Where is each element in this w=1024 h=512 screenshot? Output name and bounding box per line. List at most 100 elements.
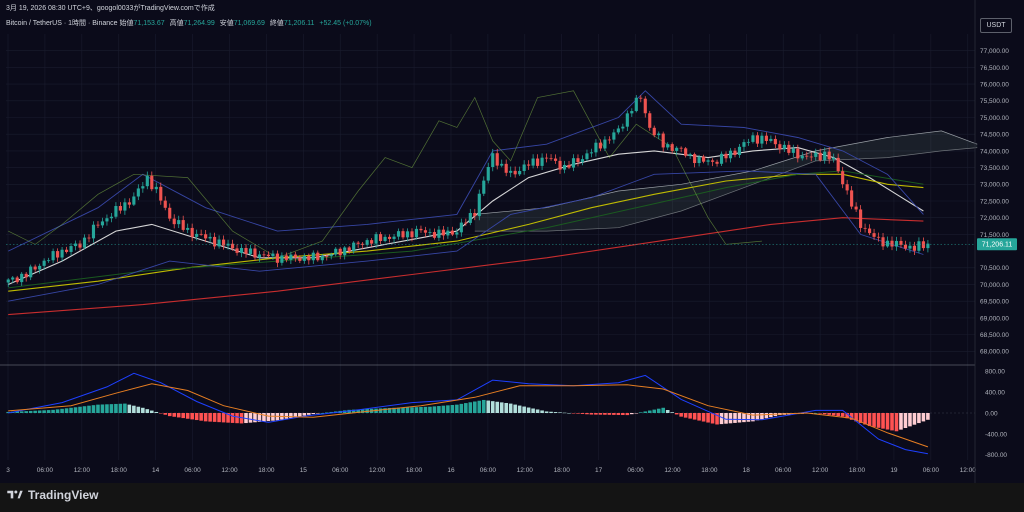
candle-body (370, 240, 374, 244)
candle-body (796, 148, 800, 159)
candle-body (818, 152, 822, 161)
macd-histogram-bar (598, 413, 603, 415)
macd-histogram-bar (647, 410, 652, 413)
currency-button[interactable]: USDT (980, 18, 1012, 33)
candle-body (195, 233, 199, 237)
macd-histogram-bar (831, 413, 836, 416)
macd-histogram-bar (194, 413, 199, 421)
candle-body (320, 256, 324, 261)
macd-histogram-bar (82, 406, 87, 413)
close-label: 終値 (269, 20, 284, 27)
macd-histogram-bar (253, 413, 257, 423)
macd-tick-label: -400.00 (985, 431, 1007, 438)
x-tick-label: 12:00 (369, 467, 386, 474)
candle-body (500, 163, 504, 166)
macd-histogram-bar (96, 404, 100, 413)
macd-histogram-bar (504, 402, 508, 413)
x-tick-label: 12:00 (74, 467, 91, 474)
candle-body (903, 244, 908, 249)
macd-histogram-bar (589, 413, 594, 415)
brand-name: TradingView (28, 488, 99, 502)
x-tick-label: 12:00 (812, 467, 829, 474)
x-tick-label: 12:00 (221, 467, 238, 474)
candle-body (504, 163, 508, 173)
candle-body (917, 241, 921, 251)
candle-body (589, 152, 594, 154)
macd-histogram-bar (311, 413, 316, 415)
candle-body (51, 251, 55, 261)
candle-body (365, 240, 369, 245)
y-tick-label: 77,000.00 (980, 48, 1009, 55)
candle-body (159, 186, 163, 201)
candle-body (361, 243, 365, 245)
macd-histogram-bar (257, 413, 262, 422)
x-tick-label: 12:00 (517, 467, 534, 474)
y-tick-label: 73,000.00 (980, 182, 1009, 189)
candle-body (262, 254, 266, 256)
candle-body (73, 243, 78, 247)
candle-body (746, 141, 751, 143)
macd-line (8, 372, 928, 455)
macd-histogram-bar (643, 411, 648, 413)
macd-histogram-bar (728, 413, 733, 424)
macd-histogram-bar (710, 413, 715, 424)
candle-body (921, 241, 925, 249)
x-tick-label: 06:00 (923, 467, 940, 474)
macd-histogram-bar (701, 413, 706, 422)
x-tick-label: 06:00 (37, 467, 54, 474)
macd-histogram-bar (64, 408, 69, 413)
macd-histogram-bar (912, 413, 917, 425)
macd-histogram-bar (185, 413, 190, 419)
macd-histogram-bar (324, 412, 329, 413)
macd-histogram-bar (356, 409, 360, 413)
candle-body (325, 256, 329, 257)
macd-histogram-bar (706, 413, 710, 423)
macd-histogram-bar (145, 409, 150, 413)
close-value: 71,206.11 (283, 20, 315, 27)
candle-body (78, 243, 82, 248)
macd-histogram-bar (535, 409, 540, 413)
y-tick-label: 72,000.00 (980, 215, 1009, 222)
candle-body (141, 186, 145, 189)
candle-body (42, 260, 46, 266)
candle-body (868, 228, 872, 234)
candle-body (11, 277, 15, 280)
macd-histogram-bar (396, 407, 401, 413)
macd-histogram-bar (109, 404, 114, 413)
candle-body (755, 135, 759, 144)
macd-histogram-bar (315, 413, 320, 414)
candle-body (423, 230, 428, 233)
macd-histogram-bar (6, 411, 11, 413)
candle-body (302, 255, 306, 261)
macd-histogram-bar (692, 413, 697, 420)
candle-body (881, 237, 885, 247)
candle-body (621, 126, 625, 129)
macd-histogram-bar (383, 408, 387, 413)
macd-histogram-bar (612, 413, 616, 415)
macd-histogram-bar (490, 401, 495, 413)
symbol-name[interactable]: Bitcoin / TetherUS · 1時間 · Binance (6, 20, 118, 27)
y-tick-label: 70,000.00 (980, 282, 1009, 289)
macd-histogram-bar (903, 413, 908, 428)
macd-histogram-bar (513, 404, 517, 413)
macd-histogram-bar (464, 403, 468, 413)
macd-histogram-bar (621, 413, 625, 416)
candle-body (257, 254, 262, 258)
candle-body (751, 135, 755, 142)
candle-body (132, 196, 136, 205)
candle-body (724, 153, 728, 159)
candle-body (814, 152, 818, 157)
macd-histogram-bar (387, 407, 392, 413)
macd-histogram-bar (540, 410, 544, 413)
macd-histogram-bar (764, 413, 769, 419)
candle-body (518, 170, 522, 175)
macd-histogram-bar (262, 413, 266, 422)
macd-histogram-bar (697, 413, 701, 421)
series-line-bollinger-lower (8, 170, 924, 302)
x-tick-label: 18:00 (111, 467, 128, 474)
high-label: 高値 (169, 20, 184, 27)
macd-histogram-bar (724, 413, 728, 424)
candle-body (616, 128, 620, 133)
y-tick-label: 73,500.00 (980, 165, 1009, 172)
